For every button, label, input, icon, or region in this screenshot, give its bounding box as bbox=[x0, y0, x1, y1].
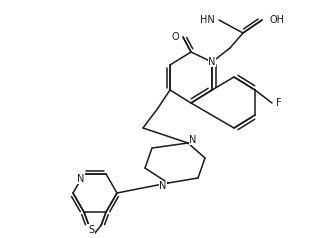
Text: N: N bbox=[189, 135, 197, 145]
Text: N: N bbox=[159, 181, 167, 191]
Text: N: N bbox=[208, 57, 216, 67]
Text: S: S bbox=[88, 225, 94, 235]
Text: HN: HN bbox=[200, 15, 215, 25]
Text: N: N bbox=[77, 174, 85, 184]
Text: OH: OH bbox=[270, 15, 285, 25]
Text: F: F bbox=[276, 98, 282, 108]
Text: O: O bbox=[171, 32, 179, 42]
